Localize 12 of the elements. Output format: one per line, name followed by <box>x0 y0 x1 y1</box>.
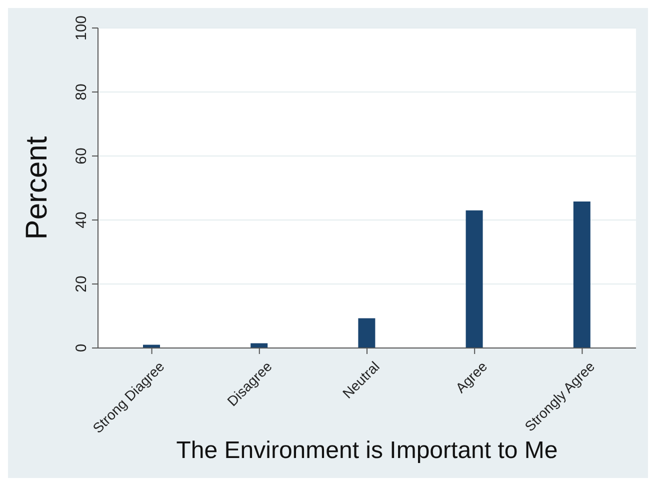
y-tick-label: 100 <box>73 15 90 41</box>
bar <box>466 210 483 348</box>
y-tick-label: 20 <box>73 276 90 292</box>
y-axis-title: Percent <box>20 136 54 240</box>
y-tick-label: 60 <box>73 148 90 164</box>
y-tick-label: 40 <box>73 212 90 228</box>
bar <box>573 201 590 348</box>
bar <box>358 318 376 348</box>
bar <box>250 343 268 348</box>
y-tick-label: 0 <box>73 344 90 352</box>
x-axis-title: The Environment is Important to Me <box>176 437 558 464</box>
y-tick-label: 80 <box>73 84 90 100</box>
